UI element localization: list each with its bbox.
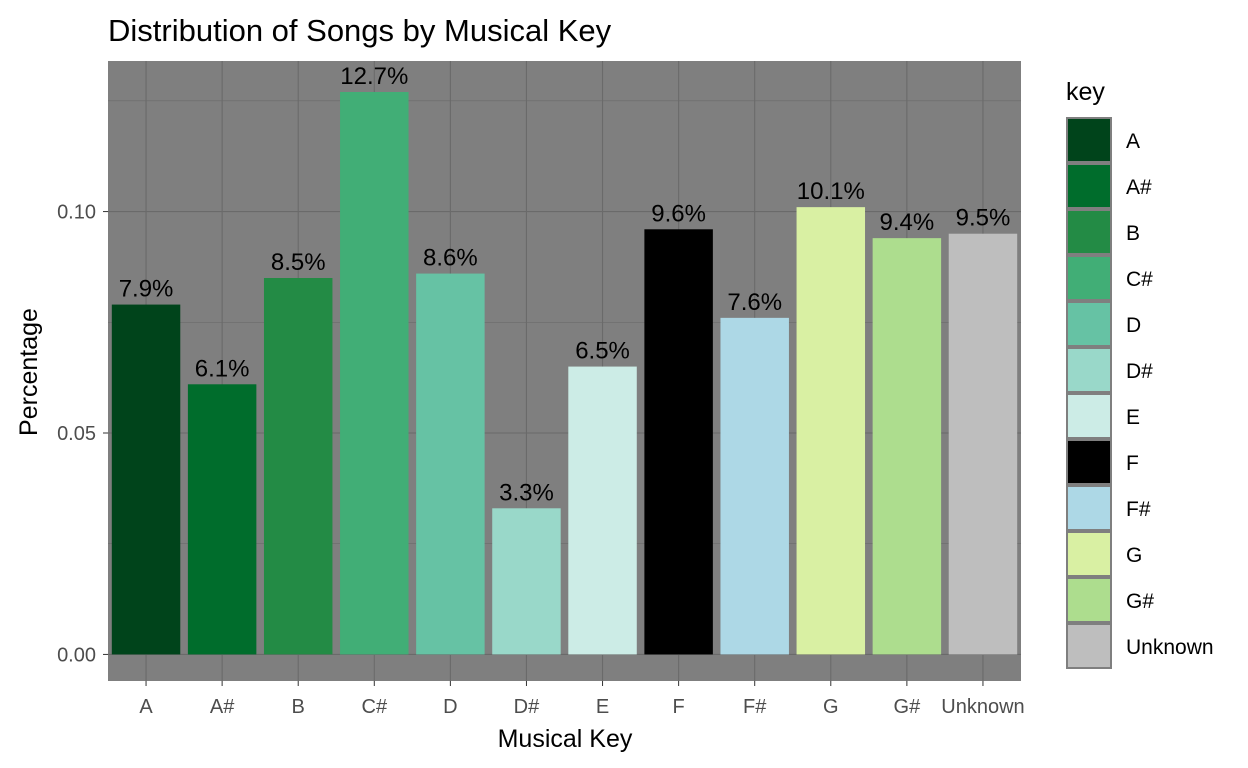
- legend-label: F#: [1126, 498, 1151, 521]
- x-tick-label: Unknown: [941, 696, 1024, 718]
- data-label: 8.5%: [271, 249, 326, 276]
- x-axis: A A# B C# D D# E F F# G G# Unknown: [139, 681, 1025, 718]
- x-tick-label: F: [673, 696, 685, 718]
- x-tick-label: G: [823, 696, 839, 718]
- legend-swatch: [1068, 441, 1110, 483]
- legend-label: A: [1126, 130, 1140, 153]
- bar-a-sharp: [187, 384, 257, 655]
- data-label: 8.6%: [423, 245, 478, 272]
- bar-f-sharp: [720, 317, 789, 655]
- data-labels: 7.9% 6.1% 8.5% 12.7% 8.6% 3.3% 6.5% 9.6% 7.6% 10.…: [119, 63, 1011, 506]
- data-label: 3.3%: [499, 479, 554, 506]
- legend-label: F: [1126, 452, 1139, 475]
- legend-swatch: [1068, 165, 1110, 207]
- x-tick-label: F#: [743, 696, 767, 718]
- legend-swatch: [1068, 119, 1110, 161]
- bar-a: [111, 304, 181, 655]
- legend-label: E: [1126, 406, 1140, 429]
- bar-c-sharp: [340, 92, 409, 655]
- x-tick-label: D#: [514, 696, 540, 718]
- bar-unknown: [948, 233, 1018, 655]
- legend-swatch: [1068, 625, 1110, 667]
- legend-label: Unknown: [1126, 636, 1214, 659]
- x-tick-label: G#: [894, 696, 922, 718]
- x-tick-label: E: [596, 696, 609, 718]
- bar-g-sharp: [872, 238, 942, 655]
- data-label: 6.1%: [195, 355, 250, 382]
- data-label: 9.6%: [651, 200, 706, 227]
- data-label: 7.6%: [727, 289, 782, 316]
- legend-label: D: [1126, 314, 1141, 337]
- legend-swatch: [1068, 349, 1110, 391]
- data-label: 9.4%: [880, 209, 935, 236]
- y-tick-label: 0.00: [57, 644, 96, 666]
- y-tick-label: 0.05: [57, 423, 96, 445]
- legend-swatch: [1068, 533, 1110, 575]
- bar-g: [796, 207, 866, 655]
- bar-e: [568, 366, 637, 655]
- legend-label: B: [1126, 222, 1140, 245]
- x-tick-label: A#: [210, 696, 235, 718]
- x-axis-title: Musical Key: [498, 725, 633, 753]
- panel-background: [108, 61, 1021, 681]
- legend-swatch: [1068, 395, 1110, 437]
- legend-title: key: [1066, 78, 1105, 106]
- x-tick-label: D: [443, 696, 457, 718]
- legend-label: A#: [1126, 176, 1152, 199]
- y-axis-title: Percentage: [15, 308, 43, 436]
- data-label: 9.5%: [956, 205, 1011, 232]
- legend: key A A# B C# D D# EF F# G G# Unknown: [1066, 78, 1214, 669]
- bars: [111, 92, 1018, 655]
- legend-label: C#: [1126, 268, 1153, 291]
- data-label: 6.5%: [575, 338, 630, 365]
- legend-swatch: [1068, 487, 1110, 529]
- y-axis: 0.00 0.05 0.10: [57, 202, 108, 666]
- x-tick-label: A: [139, 696, 153, 718]
- x-tick-label: B: [292, 696, 305, 718]
- bar-d-sharp: [492, 508, 561, 655]
- legend-label: G#: [1126, 590, 1154, 613]
- y-tick-label: 0.10: [57, 202, 96, 224]
- data-label: 10.1%: [797, 178, 865, 205]
- data-label: 7.9%: [119, 276, 174, 303]
- data-label: 12.7%: [340, 63, 408, 90]
- legend-swatch: [1068, 211, 1110, 253]
- legend-swatch: [1068, 579, 1110, 621]
- legend-label: D#: [1126, 360, 1153, 383]
- bar-f: [644, 229, 713, 655]
- chart-title: Distribution of Songs by Musical Key: [108, 13, 612, 48]
- legend-swatch: [1068, 257, 1110, 299]
- legend-swatch: [1068, 303, 1110, 345]
- legend-label: G: [1126, 544, 1142, 567]
- x-tick-label: C#: [362, 696, 388, 718]
- bar-b: [263, 278, 333, 655]
- bar-d: [416, 273, 485, 655]
